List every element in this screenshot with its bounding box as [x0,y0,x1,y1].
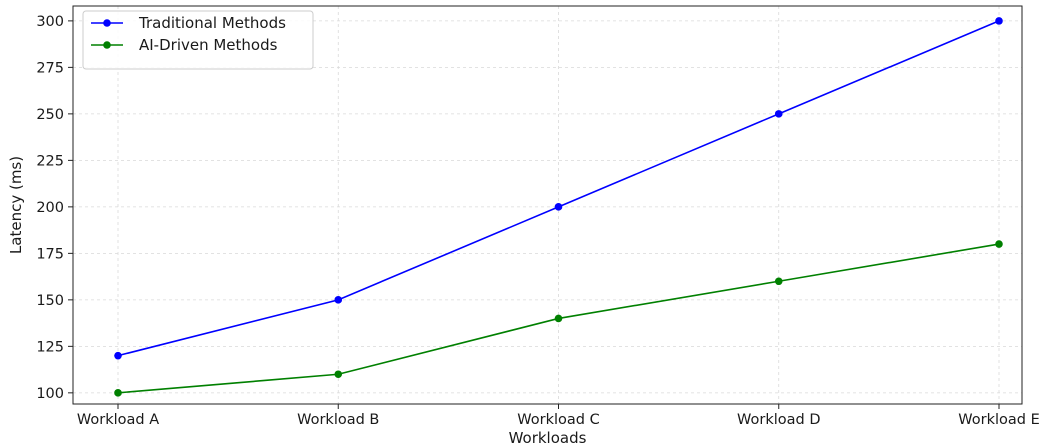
y-tick-label: 225 [36,153,64,169]
y-axis-label: Latency (ms) [7,156,25,254]
legend-swatch-marker [103,19,111,27]
data-point [774,277,783,286]
data-point [995,240,1003,248]
y-tick-label: 250 [36,107,64,123]
y-tick-label: 200 [36,200,64,216]
data-point [334,370,343,379]
data-point [554,203,563,211]
series-layer [114,17,1003,397]
data-point [334,296,343,304]
y-tick-label: 175 [36,246,64,262]
legend-box [82,10,314,70]
x-tick-label: Workload D [737,412,820,428]
legend: Traditional Methods AI-Driven Methods [82,10,314,70]
data-point [554,314,563,323]
data-point [995,17,1003,25]
legend-label: Traditional Methods [138,14,286,32]
legend-swatch-marker [103,41,111,49]
data-point [114,351,122,360]
y-tick-label: 275 [36,60,64,76]
x-axis-label: Workloads [509,429,587,446]
data-point [774,110,783,118]
y-tick-label: 150 [36,293,64,309]
data-point [114,389,122,397]
y-tick-label: 100 [36,386,64,402]
y-tick-label: 125 [36,339,64,355]
x-tick-label: Workload B [297,412,379,428]
x-tick-label: Workload A [77,412,159,428]
x-axis-ticks: Workload A Workload B Workload C Workload D… [77,404,1040,428]
y-axis-ticks: 100 125 150 175 200 225 250 275 300 [36,14,73,402]
x-tick-label: Workload C [517,412,599,428]
plot-frame [72,5,1023,405]
x-tick-label: Workload E [958,412,1039,428]
legend-label: AI-Driven Methods [139,36,278,54]
y-tick-label: 300 [36,14,64,30]
